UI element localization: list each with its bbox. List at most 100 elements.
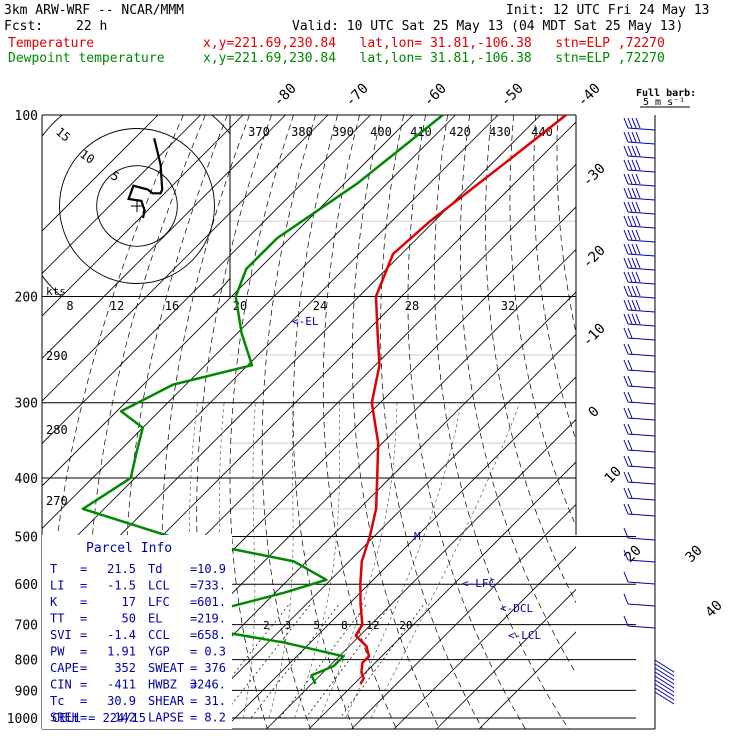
parcel-value: 1.91 [107,645,136,659]
parcel-eq: = [190,678,197,692]
parcel-eq: = [190,628,197,642]
init-time: Init: 12 UTC Fri 24 May 13 [506,3,710,18]
hodograph-speed-label: 8 [66,299,73,313]
temperature-tick: 0 [586,404,603,421]
wind-barb [623,299,656,313]
wind-barb [623,571,656,585]
parcel-value: 142 [114,711,136,725]
temperature-tick: -30 [580,161,609,190]
wind-barb [623,187,656,201]
parcel-value: 658. [197,628,226,642]
temperature-tick: 40 [703,598,726,621]
parcel-value: 10.9 [197,562,226,576]
isotherm [351,503,576,729]
temperature-profile [354,114,567,685]
mixing-ratio-line [305,604,391,719]
pressure-label: 900 [15,684,38,699]
parcel-key: SWEAT [148,661,184,675]
dry-adiabat [434,115,569,729]
parcel-key: SREH [50,711,79,725]
parcel-eq: = [80,645,87,659]
isotherm [138,291,576,729]
dry-adiabat [533,115,576,442]
parcel-value: 30.9 [107,694,136,708]
wind-barb [623,201,656,215]
wind-barb [623,439,656,453]
hodograph-speed-label: 32 [501,299,515,313]
parcel-eq: = [80,661,87,675]
wind-barb [623,343,656,357]
wind-barb [623,391,656,405]
valid-time: Valid: 10 UTC Sat 25 May 13 (04 MDT Sat … [292,19,684,34]
parcel-value: 3246. [190,678,226,692]
hodograph-ring-label: 10 [77,147,97,167]
isotherm [42,115,371,445]
wind-barb [623,407,656,421]
dry-adiabat [646,115,740,731]
parcel-key: YGP [148,645,170,659]
hodograph-speed-label: 28 [405,299,419,313]
wind-barb [623,229,656,243]
dewpoint-legend: Dewpoint temperature [8,51,165,66]
temperature-tick: -70 [343,81,372,110]
theta-label: 380 [291,125,313,139]
parcel-value: 376 [204,661,226,675]
moist-adiabat [345,402,462,719]
moist-adiabat [294,402,340,719]
moist-adiabat [243,402,256,719]
parcel-key: LAPSE [148,711,184,725]
theta-label: 420 [449,125,471,139]
hodograph-ring-label: 5 [109,168,122,184]
barb-legend-title: Full barb: [636,88,696,99]
parcel-value: 0.3 [204,645,226,659]
mixing-ratio-label: 2 [263,619,270,632]
isotherm [181,333,576,729]
isotherm [42,115,499,572]
dewpoint-profile [81,114,444,685]
hodograph-trace [127,137,164,219]
theta-label: 390 [332,125,354,139]
wind-barb [623,503,656,517]
parcel-eq: = [80,612,87,626]
parcel-value: 31. [204,694,226,708]
mixing-ratio-line [279,604,366,719]
temperature-tick: -80 [271,81,300,110]
parcel-eq: = [190,711,197,725]
parcel-key: HWBZ [148,678,177,692]
wind-barb [623,285,656,299]
temperature-tick: 20 [622,543,645,566]
wind-barb [623,173,656,187]
temperature-location: x,y=221.69,230.84 lat,lon= 31.81,-106.38… [203,36,665,51]
wind-barb [623,375,656,389]
wind-barb [623,257,656,271]
pressure-label: 1000 [7,712,38,727]
pressure-label: 600 [15,578,38,593]
moist-adiabat [319,402,398,719]
model-title: 3km ARW-WRF -- NCAR/MMM [4,3,185,18]
isotherm [436,588,576,729]
parcel-value: 8.2 [204,711,226,725]
parcel-key: Td [148,562,162,576]
parcel-key: K [50,595,58,609]
hodograph-ring [59,128,215,284]
theta-label: 400 [370,125,392,139]
parcel-eq: = [190,645,197,659]
wind-barb [623,215,656,229]
moist-adiabat [268,402,294,719]
parcel-key: CIN [50,678,72,692]
parcel-box-bg [42,535,232,729]
dry-adiabat [352,115,440,729]
parcel-eq: = [80,711,87,725]
mixing-ratio-line [250,604,339,719]
mixing-ratio-line [339,604,424,719]
parcel-value: -1.4 [107,628,136,642]
dry-adiabat [322,115,397,729]
parcel-eq: = [190,612,197,626]
parcel-title: Parcel Info [86,541,172,556]
left-theta-label: 290 [46,349,68,363]
temperature-tick: -50 [498,81,527,110]
isotherm [42,115,456,530]
parcel-key: LI [50,579,64,593]
